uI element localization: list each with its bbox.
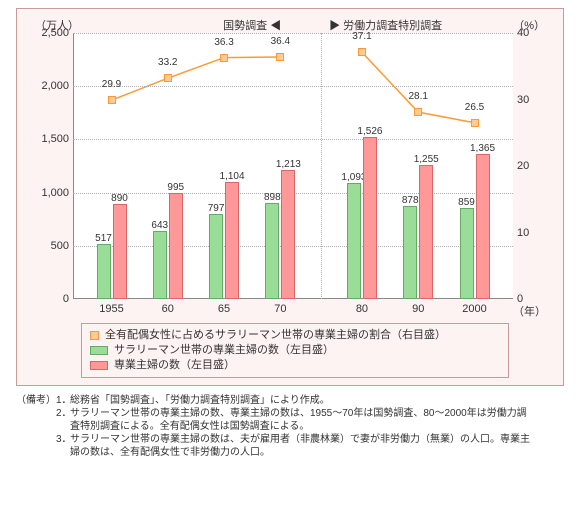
y-left-tick: 500 <box>51 240 69 252</box>
x-unit: （年） <box>513 303 546 319</box>
bar-pink: 1,365 <box>476 154 490 299</box>
y-right-tick: 20 <box>517 160 529 172</box>
x-tick: 65 <box>218 303 230 315</box>
survey-label-left: 国勢調査 ◀ <box>223 17 281 33</box>
y-right-tick: 40 <box>517 27 529 39</box>
chart-container: （万人） （%） 05001,0001,5002,0002,5000102030… <box>16 8 564 386</box>
line-marker <box>164 74 172 82</box>
notes: （備考）1．総務省「国勢調査」、「労働力調査特別調査」により作成。 2．サラリー… <box>16 394 530 459</box>
line-marker <box>220 54 228 62</box>
y-left-tick: 1,000 <box>41 187 69 199</box>
bar-pink: 995 <box>169 193 183 299</box>
bar-green: 1,093 <box>347 183 361 299</box>
bar-green: 517 <box>97 244 111 299</box>
note-text: サラリーマン世帯の専業主婦の数、専業主婦の数は、1955～70年は国勢調査、80… <box>70 407 530 433</box>
y-right-tick: 10 <box>517 227 529 239</box>
note-text: 総務省「国勢調査」、「労働力調査特別調査」により作成。 <box>70 394 330 407</box>
survey-label-right: ▶ 労働力調査特別調査 <box>329 17 442 33</box>
legend-item-bar1: サラリーマン世帯の専業主婦の数（左目盛） <box>90 343 500 358</box>
legend: 全有配偶女性に占めるサラリーマン世帯の専業主婦の割合（右目盛） サラリーマン世帯… <box>81 323 509 378</box>
bar-pink: 890 <box>113 204 127 299</box>
note-text: サラリーマン世帯の専業主婦の数は、夫が雇用者（非農林業）で妻が非労働力（無業）の… <box>70 433 530 459</box>
x-tick: 70 <box>274 303 286 315</box>
legend-label-bar2: 専業主婦の数（左目盛） <box>114 358 235 373</box>
chart-frame: （万人） （%） 05001,0001,5002,0002,5000102030… <box>0 0 580 518</box>
line-marker <box>471 119 479 127</box>
bar-pink: 1,104 <box>225 182 239 299</box>
y-left-tick: 2,000 <box>41 80 69 92</box>
line-marker <box>358 48 366 56</box>
x-tick: 90 <box>412 303 424 315</box>
plot-area: 05001,0001,5002,0002,5000102030405178901… <box>73 33 513 299</box>
bar-green: 797 <box>209 214 223 299</box>
x-tick: 80 <box>356 303 368 315</box>
legend-label-line: 全有配偶女性に占めるサラリーマン世帯の専業主婦の割合（右目盛） <box>105 328 446 343</box>
bar-pink: 1,526 <box>363 137 377 299</box>
legend-item-bar2: 専業主婦の数（左目盛） <box>90 358 500 373</box>
x-tick: 1955 <box>99 303 123 315</box>
bar-green: 643 <box>153 231 167 299</box>
bar-green: 878 <box>403 206 417 299</box>
y-right-tick: 30 <box>517 94 529 106</box>
line-marker <box>414 108 422 116</box>
bar-green: 859 <box>460 208 474 299</box>
x-tick: 60 <box>162 303 174 315</box>
bar-pink: 1,255 <box>419 165 433 299</box>
line-marker <box>108 96 116 104</box>
legend-label-bar1: サラリーマン世帯の専業主婦の数（左目盛） <box>114 343 334 358</box>
legend-item-line: 全有配偶女性に占めるサラリーマン世帯の専業主婦の割合（右目盛） <box>90 328 500 343</box>
y-left-tick: 0 <box>63 293 69 305</box>
x-tick: 2000 <box>462 303 486 315</box>
y-left-tick: 2,500 <box>41 27 69 39</box>
y-left-tick: 1,500 <box>41 133 69 145</box>
bar-pink: 1,213 <box>281 170 295 299</box>
line-marker <box>276 53 284 61</box>
bar-green: 898 <box>265 203 279 299</box>
